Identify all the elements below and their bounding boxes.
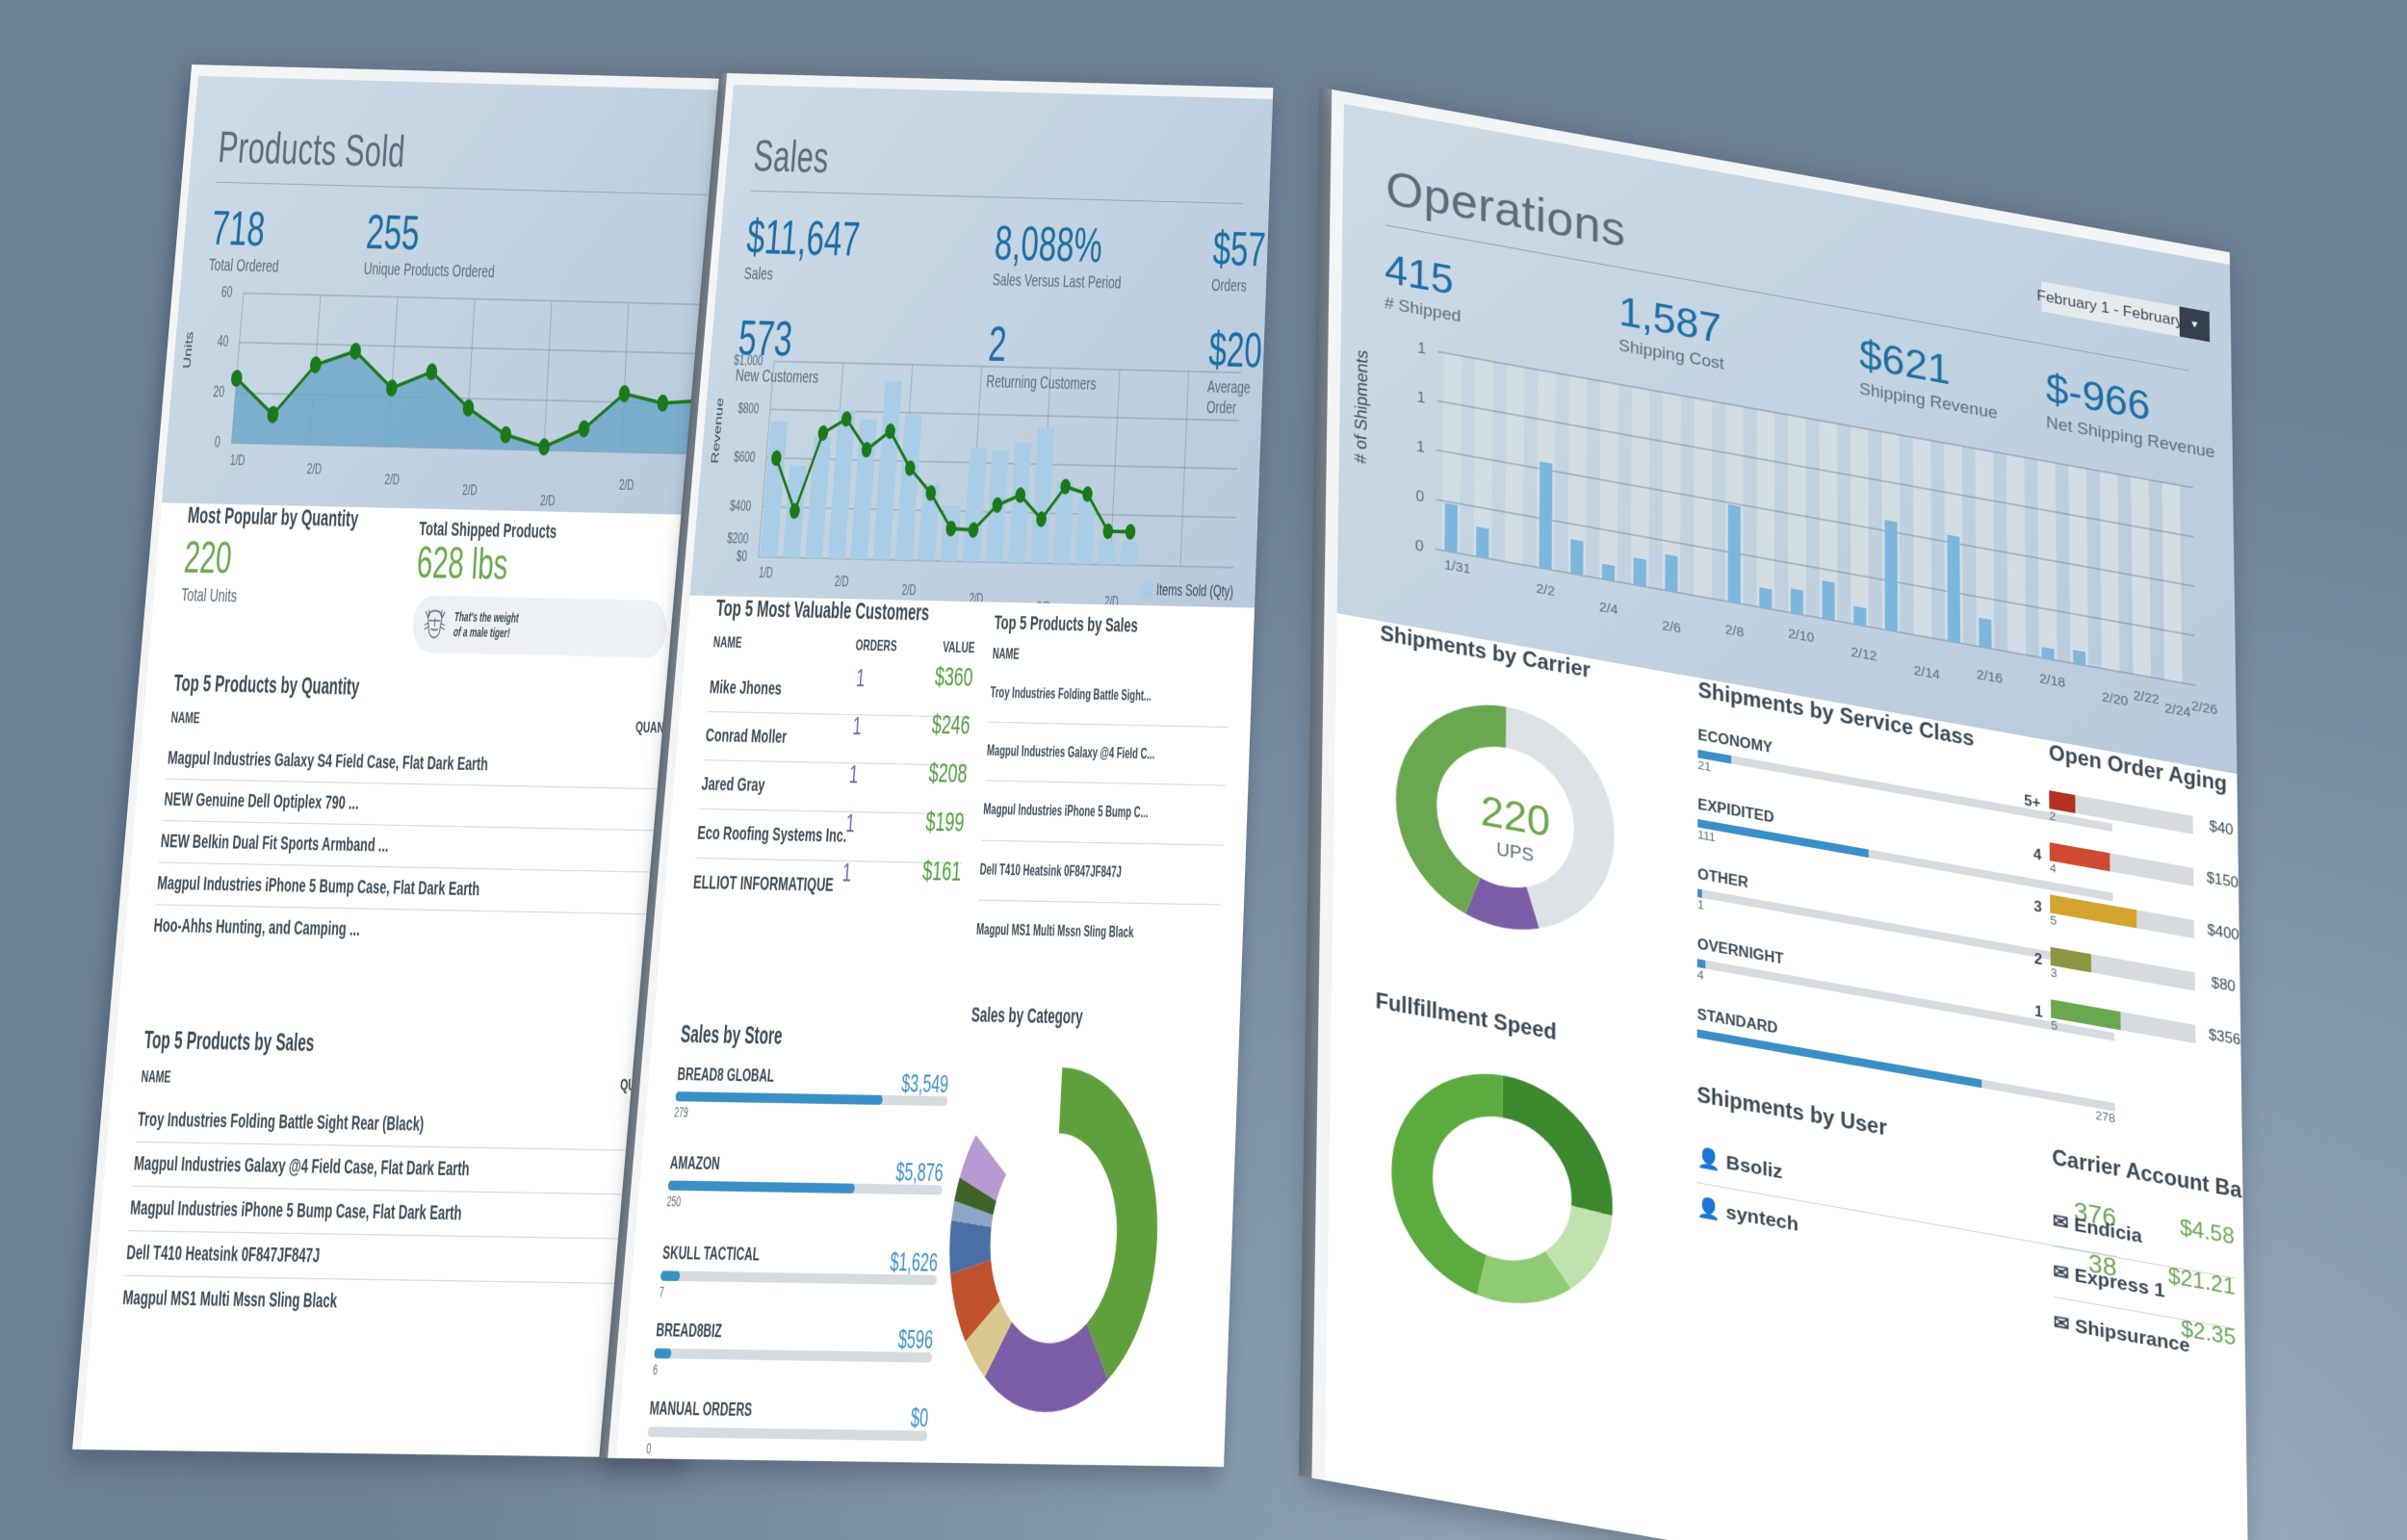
svg-text:$800: $800 <box>738 399 760 417</box>
svg-text:40: 40 <box>217 332 229 350</box>
svg-text:2/18: 2/18 <box>2039 670 2066 690</box>
svg-text:2/4: 2/4 <box>1599 599 1618 618</box>
svg-text:Items Sold (Qty): Items Sold (Qty) <box>1156 580 1234 601</box>
svg-text:0: 0 <box>1415 537 1424 555</box>
svg-text:$200: $200 <box>727 529 750 547</box>
svg-text:2/D: 2/D <box>384 471 401 488</box>
svg-text:1/31: 1/31 <box>1444 556 1471 577</box>
svg-text:Units: Units <box>181 331 195 369</box>
svg-text:2/D: 2/D <box>834 575 849 590</box>
svg-text:1/D: 1/D <box>758 566 773 581</box>
svg-text:1: 1 <box>1416 438 1425 456</box>
svg-text:Revenue: Revenue <box>709 398 726 464</box>
svg-text:20: 20 <box>213 382 225 400</box>
svg-text:2/6: 2/6 <box>1662 617 1681 636</box>
svg-text:2/D: 2/D <box>462 481 479 499</box>
svg-text:1/D: 1/D <box>229 451 246 469</box>
svg-text:$0: $0 <box>736 548 748 565</box>
svg-text:$600: $600 <box>734 449 757 466</box>
svg-text:2/22: 2/22 <box>2134 687 2161 707</box>
svg-text:0: 0 <box>1415 488 1424 506</box>
svg-text:2/14: 2/14 <box>1914 662 1941 682</box>
svg-text:# of Shipments: # of Shipments <box>1351 348 1372 466</box>
svg-text:2/D: 2/D <box>306 460 323 477</box>
svg-text:2/2: 2/2 <box>1536 579 1555 599</box>
svg-text:2/D: 2/D <box>540 492 556 509</box>
svg-text:0: 0 <box>214 432 220 450</box>
svg-text:2/16: 2/16 <box>1977 666 2004 686</box>
svg-text:2/12: 2/12 <box>1851 644 1877 664</box>
svg-text:2/26: 2/26 <box>2191 697 2218 717</box>
svg-text:2/D: 2/D <box>901 583 917 599</box>
svg-text:60: 60 <box>220 283 233 301</box>
svg-text:1: 1 <box>1417 389 1426 407</box>
svg-text:2/20: 2/20 <box>2102 688 2129 708</box>
svg-text:2/D: 2/D <box>619 476 634 494</box>
svg-text:2/8: 2/8 <box>1725 621 1745 640</box>
svg-text:2/10: 2/10 <box>1788 625 1814 645</box>
svg-text:2/24: 2/24 <box>2164 700 2191 720</box>
svg-text:$400: $400 <box>729 497 752 514</box>
svg-text:1: 1 <box>1417 340 1426 358</box>
svg-text:$1,000: $1,000 <box>734 351 764 369</box>
